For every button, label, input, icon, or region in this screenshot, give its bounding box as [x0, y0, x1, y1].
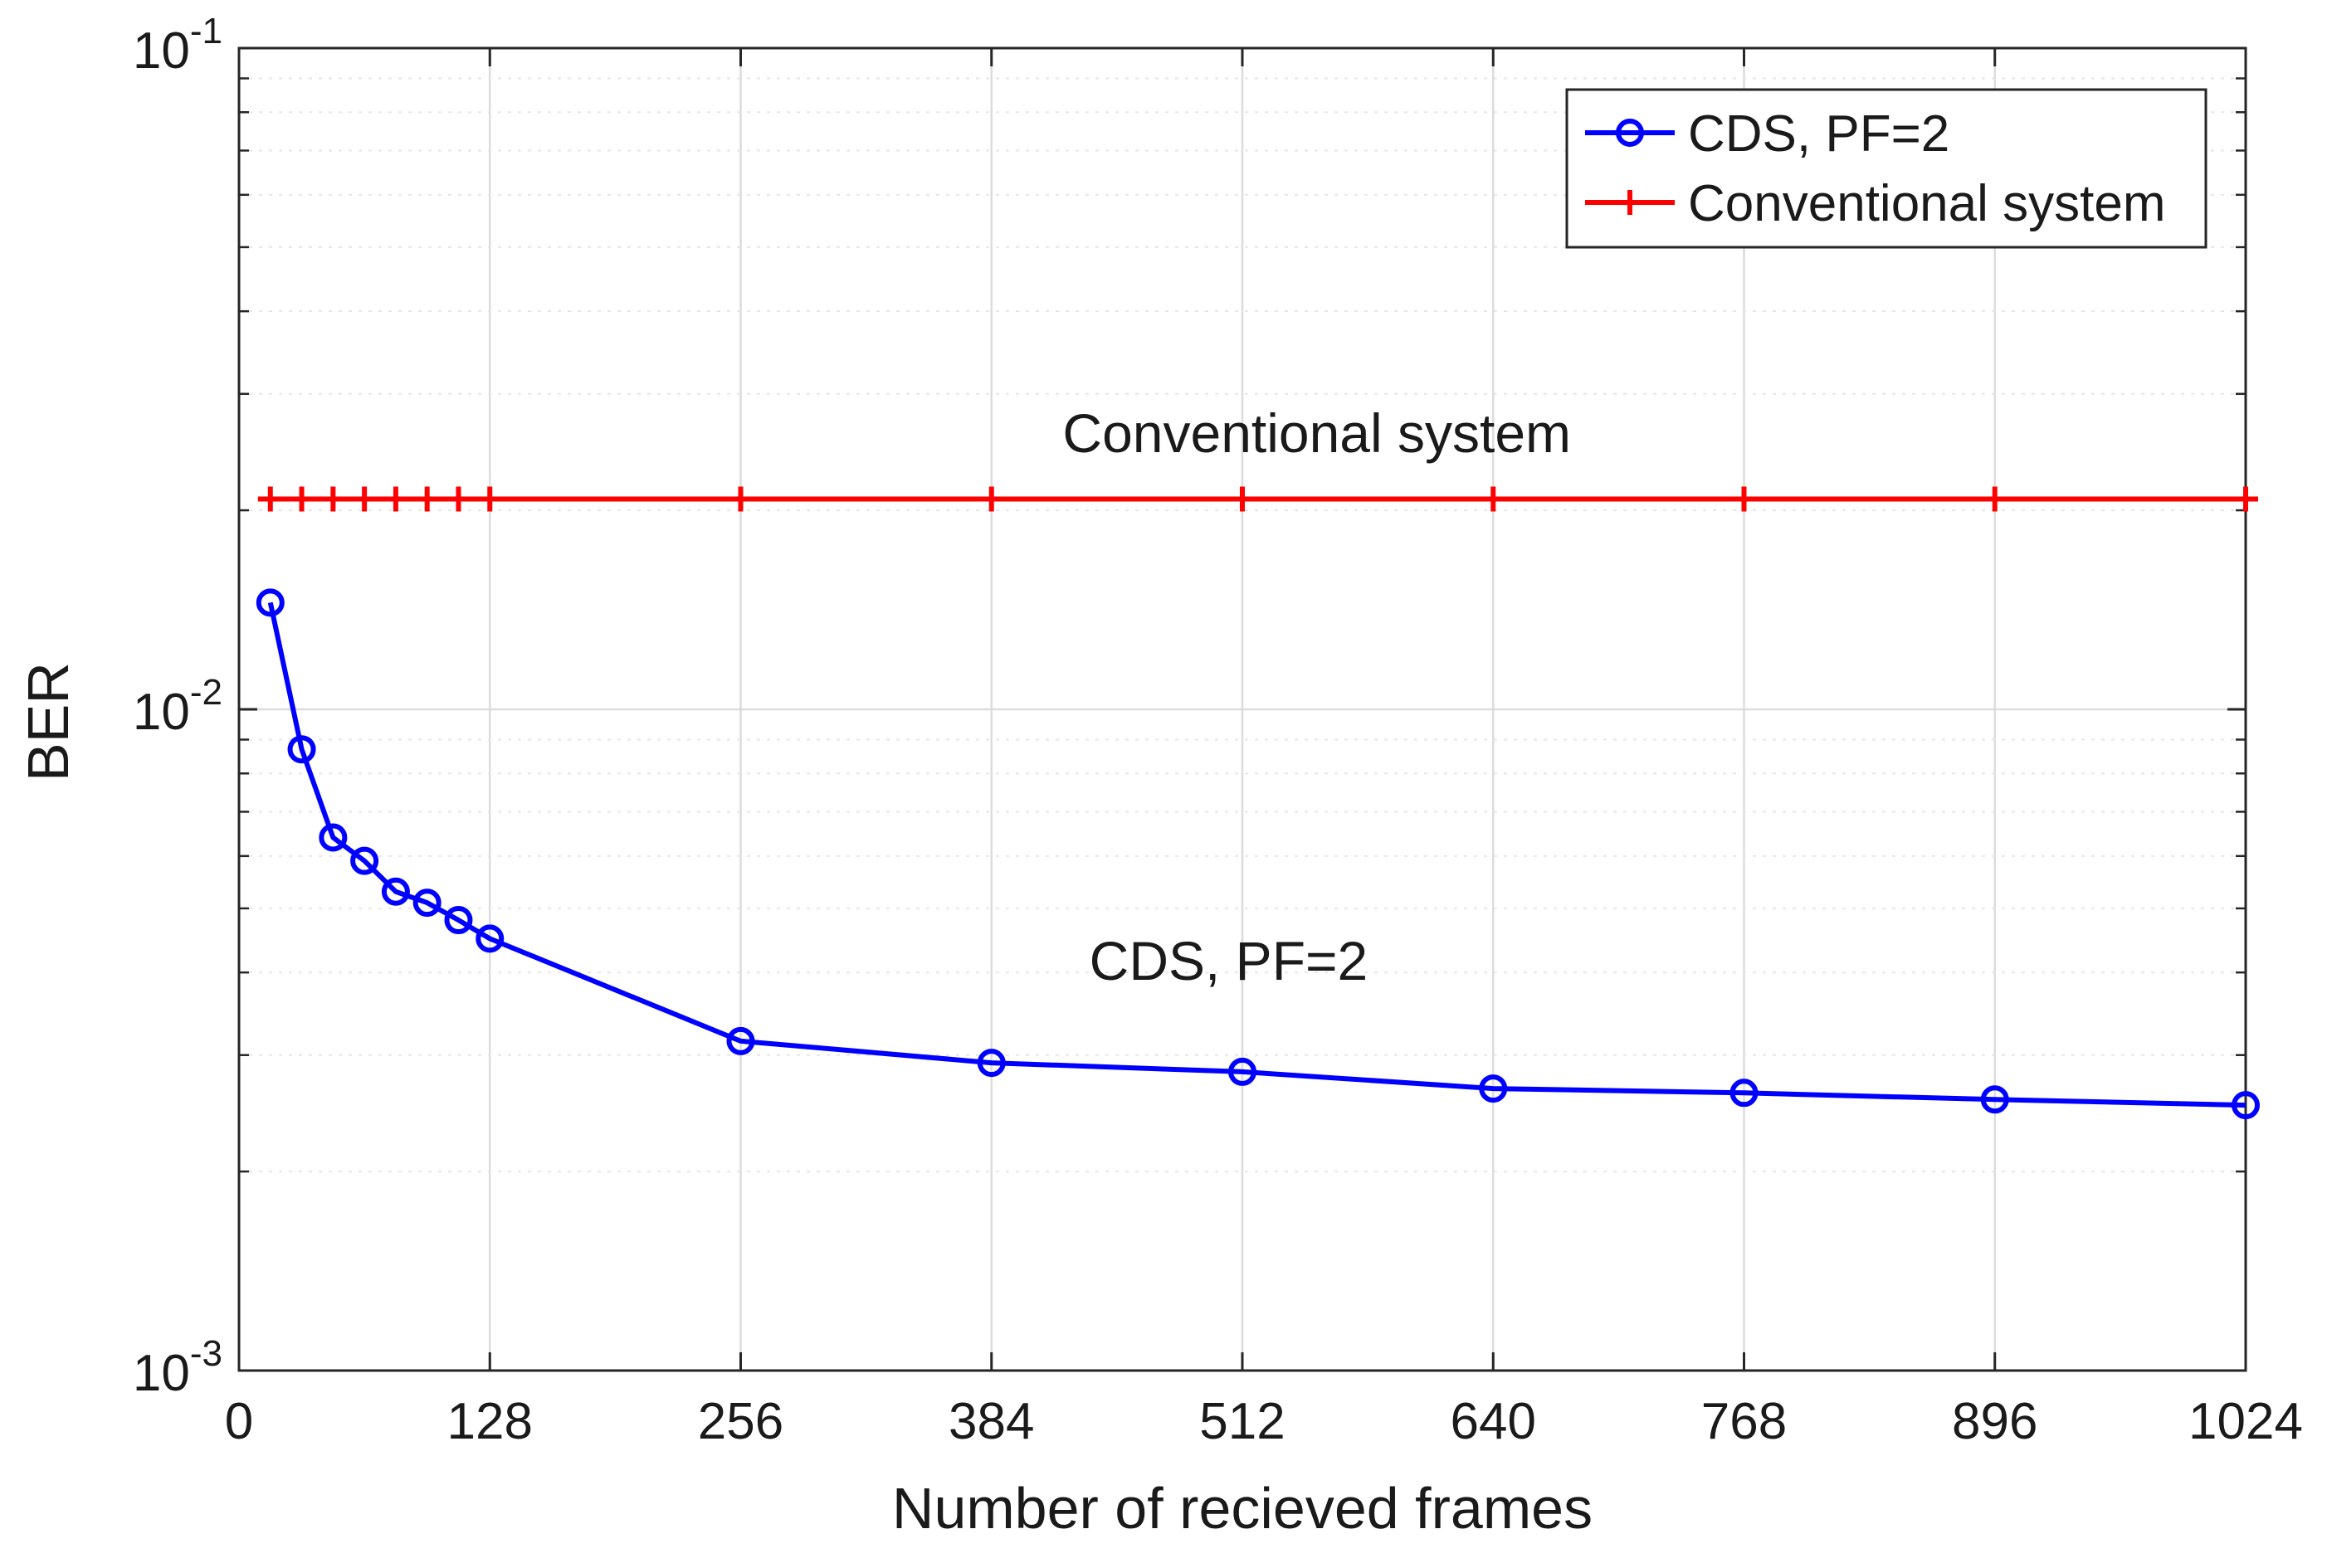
- data-point-circle: [726, 1026, 755, 1055]
- x-tick-label: 896: [1952, 1393, 2037, 1450]
- data-point-circle: [287, 735, 316, 764]
- series-conventional: [257, 486, 2258, 512]
- data-point-circle: [350, 846, 379, 875]
- legend-box: [1565, 88, 2207, 249]
- data-point-circle: [412, 889, 441, 918]
- data-point-circle: [1980, 1085, 2009, 1114]
- legend: CDS, PF=2 Conventional system: [1565, 88, 2207, 249]
- x-tick-label: 512: [1199, 1393, 1285, 1450]
- data-point-circle: [444, 906, 473, 935]
- data-point-plus: [477, 486, 503, 512]
- x-tick-label: 768: [1701, 1393, 1787, 1450]
- y-tick-label: 10-2: [133, 672, 222, 741]
- data-point-circle: [977, 1049, 1006, 1078]
- data-point-plus: [1617, 190, 1642, 215]
- x-tick-label: 256: [698, 1393, 783, 1450]
- annotation-text: Conventional system: [1062, 402, 1571, 464]
- data-point-circle: [1616, 119, 1644, 147]
- x-tick-label: 1024: [2188, 1393, 2303, 1450]
- data-point-circle: [319, 823, 348, 852]
- data-point-circle: [2232, 1091, 2260, 1120]
- series-line: [267, 601, 2247, 1108]
- data-point-plus: [352, 486, 378, 512]
- legend-label: CDS, PF=2: [1688, 105, 1949, 163]
- x-tick-label: 640: [1451, 1393, 1536, 1450]
- x-axis-label: Number of recieved frames: [892, 1476, 1593, 1541]
- data-point-plus: [289, 486, 315, 512]
- data-point-plus: [320, 486, 346, 512]
- y-axis-label: BER: [16, 662, 80, 782]
- data-point-circle: [256, 588, 285, 617]
- data-point-plus: [1731, 486, 1757, 512]
- y-tick-exponent: -3: [190, 1333, 222, 1374]
- legend-item: Conventional system: [1585, 175, 2166, 232]
- series-cds: [256, 588, 2260, 1120]
- y-tick-base: 10: [133, 22, 190, 80]
- data-point-plus: [1982, 486, 2007, 512]
- data-point-plus: [446, 486, 471, 512]
- y-tick-label: 10-3: [133, 1333, 222, 1402]
- y-tick-label: 10-1: [133, 11, 222, 80]
- data-point-plus: [978, 486, 1004, 512]
- data-point-circle: [1228, 1057, 1256, 1086]
- y-tick-exponent: -1: [190, 11, 222, 51]
- data-point-plus: [728, 486, 754, 512]
- x-tick-label: 0: [225, 1393, 253, 1450]
- x-tick-label: 384: [949, 1393, 1034, 1450]
- y-tick-exponent: -2: [190, 672, 222, 713]
- y-tick-base: 10: [133, 684, 190, 741]
- data-point-circle: [1479, 1074, 1508, 1103]
- data-point-plus: [1481, 486, 1506, 512]
- x-tick-label: 128: [447, 1393, 533, 1450]
- data-point-plus: [383, 486, 408, 512]
- y-tick-base: 10: [133, 1345, 190, 1402]
- data-point-plus: [1230, 486, 1255, 512]
- legend-label: Conventional system: [1688, 175, 2166, 232]
- series-layer: [256, 486, 2260, 1120]
- data-point-circle: [1729, 1079, 1759, 1108]
- data-point-plus: [257, 486, 283, 512]
- legend-item: CDS, PF=2: [1585, 105, 1949, 163]
- annotations: Conventional system CDS, PF=2: [1062, 402, 1571, 991]
- data-point-circle: [381, 877, 410, 906]
- data-point-plus: [2233, 486, 2258, 512]
- annotation-text: CDS, PF=2: [1090, 930, 1368, 991]
- data-point-plus: [414, 486, 440, 512]
- data-point-circle: [476, 924, 505, 953]
- grid: [239, 48, 2246, 1371]
